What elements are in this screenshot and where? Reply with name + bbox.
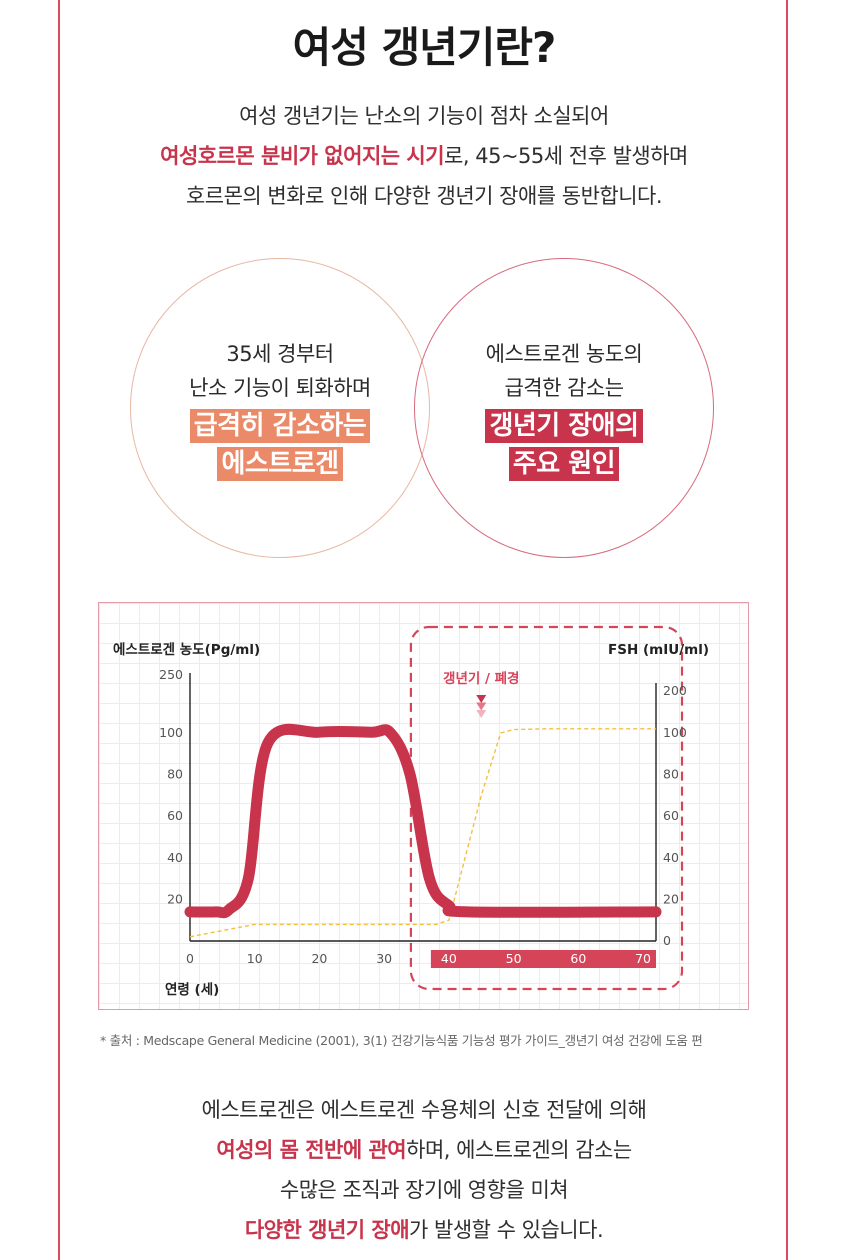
x-tick-label: 10 [247, 951, 263, 966]
intro-paragraph: 여성 갱년기는 난소의 기능이 점차 소실되어 여성호르몬 분비가 없어지는 시… [0, 96, 848, 216]
x-tick-label: 50 [506, 951, 522, 966]
intro-line-3: 호르몬의 변화로 인해 다양한 갱년기 장애를 동반합니다. [185, 184, 663, 208]
x-axis-title: 연령 (세) [165, 982, 219, 998]
info-circle-estrogen-decline: 35세 경부터 난소 기능이 퇴화하며 급격히 감소하는 에스트로겐 [130, 258, 430, 558]
y-right-tick-label: 60 [663, 808, 679, 823]
y-right-tick-label: 40 [663, 850, 679, 865]
x-tick-label: 40 [441, 951, 457, 966]
circle-2-emphasis-2: 주요 원인 [508, 447, 620, 481]
x-tick-label: 20 [311, 951, 327, 966]
outro-line-3: 수많은 조직과 장기에 영향을 미쳐 [279, 1178, 569, 1202]
circle-1-emphasis-1: 급격히 감소하는 [189, 409, 371, 443]
intro-line-1: 여성 갱년기는 난소의 기능이 점차 소실되어 [239, 104, 609, 128]
x-axis-highlight-bar [430, 950, 656, 968]
y-left-tick-label: 20 [167, 891, 183, 906]
x-tick-label: 60 [570, 951, 586, 966]
page-frame-right-border [786, 0, 788, 1260]
y-axis-right-title: FSH (mIU/ml) [608, 642, 709, 658]
y-left-tick-label: 250 [159, 667, 183, 682]
menopause-arrow-marker [476, 702, 487, 711]
outro-line-4-rest: 가 발생할 수 있습니다. [409, 1218, 604, 1242]
y-right-tick-label: 200 [663, 683, 687, 698]
intro-highlight: 여성호르몬 분비가 없어지는 시기 [160, 144, 445, 168]
y-right-tick-label: 80 [663, 767, 679, 782]
menopause-period-box [409, 625, 684, 991]
circle-2-line-1: 에스트로겐 농도의 [485, 342, 643, 366]
outro-highlight-2: 다양한 갱년기 장애 [244, 1218, 410, 1242]
y-right-tick-label: 100 [663, 725, 687, 740]
outro-line-4: 다양한 갱년기 장애가 발생할 수 있습니다. [0, 1210, 848, 1250]
hormone-chart: 에스트로겐 농도(Pg/ml) FSH (mIU/ml) 연령 (세) 250 100 8… [98, 602, 749, 1010]
estrogen-series-line [184, 723, 662, 919]
y-left-tick-label: 100 [159, 725, 183, 740]
y-axis-left-title: 에스트로겐 농도(Pg/ml) [113, 642, 260, 658]
circle-2-line-2: 급격한 감소는 [504, 376, 624, 400]
y-left-tick-label: 80 [167, 767, 183, 782]
y-right-tick-label: 20 [663, 891, 679, 906]
fsh-series-line [189, 728, 656, 938]
circle-1-emphasis-2: 에스트로겐 [217, 447, 343, 481]
x-tick-label: 70 [635, 951, 651, 966]
hormone-chart-svg: 에스트로겐 농도(Pg/ml) FSH (mIU/ml)연령 (세)2501008… [113, 625, 709, 998]
y-left-tick-label: 40 [167, 850, 183, 865]
outro-line-1: 에스트로겐은 에스트로겐 수용체의 신호 전달에 의해 [201, 1098, 647, 1122]
outro-paragraph: 에스트로겐은 에스트로겐 수용체의 신호 전달에 의해 여성의 몸 전반에 관여… [0, 1090, 848, 1250]
page-title: 여성 갱년기란? [292, 23, 557, 72]
menopause-arrow-marker [476, 710, 487, 718]
page-frame-left-border [58, 0, 60, 1260]
x-tick-label: 30 [376, 951, 392, 966]
outro-line-2-rest: 하며, 에스트로겐의 감소는 [406, 1138, 632, 1162]
x-tick-label: 0 [186, 951, 194, 966]
outro-line-2: 여성의 몸 전반에 관여하며, 에스트로겐의 감소는 [0, 1130, 848, 1170]
intro-line-2: 여성호르몬 분비가 없어지는 시기로, 45~55세 전후 발생하며 [0, 136, 848, 176]
circle-1-line-2: 난소 기능이 퇴화하며 [189, 376, 371, 400]
info-circle-main-cause: 에스트로겐 농도의 급격한 감소는 갱년기 장애의 주요 원인 [414, 258, 714, 558]
circle-1-line-1: 35세 경부터 [226, 342, 334, 366]
menopause-label: 갱년기 / 폐경 [443, 670, 519, 687]
outro-highlight-1: 여성의 몸 전반에 관여 [216, 1138, 407, 1162]
source-note: * 출처 : Medscape General Medicine (2001),… [100, 1033, 703, 1048]
menopause-arrow-marker [476, 695, 487, 703]
circle-2-emphasis-1: 갱년기 장애의 [485, 409, 643, 443]
intro-line-2-rest: 로, 45~55세 전후 발생하며 [444, 144, 688, 168]
y-left-tick-label: 60 [167, 808, 183, 823]
y-right-tick-label: 0 [663, 933, 671, 948]
